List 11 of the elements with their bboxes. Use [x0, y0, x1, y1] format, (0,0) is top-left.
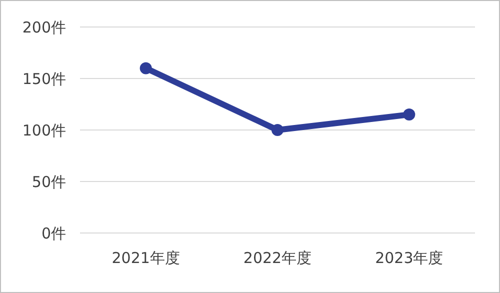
- point: [403, 108, 416, 121]
- point: [140, 62, 152, 74]
- y-tick-label: 0件: [41, 224, 66, 242]
- y-tick-label: 150件: [22, 70, 66, 88]
- x-tick-label: 2023年度: [375, 249, 444, 267]
- y-tick-label: 50件: [32, 172, 66, 191]
- y-tick-label: 100件: [22, 121, 66, 140]
- x-tick-label: 2021年度: [112, 249, 180, 267]
- y-tick-label: 200件: [22, 18, 66, 36]
- x-tick-label: 2022年度: [243, 249, 312, 267]
- point: [272, 124, 284, 136]
